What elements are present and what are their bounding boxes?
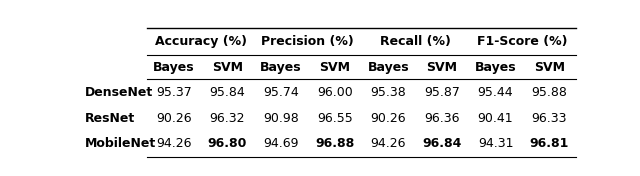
Text: 96.33: 96.33 [531, 112, 567, 124]
Text: Bayes: Bayes [153, 61, 195, 74]
Text: 90.41: 90.41 [477, 112, 513, 124]
Text: 90.98: 90.98 [263, 112, 299, 124]
Text: 94.69: 94.69 [263, 137, 299, 150]
Text: 96.36: 96.36 [424, 112, 460, 124]
Text: 95.84: 95.84 [209, 86, 245, 99]
Text: 94.26: 94.26 [371, 137, 406, 150]
Text: SVM: SVM [426, 61, 458, 74]
Text: 95.37: 95.37 [156, 86, 191, 99]
Text: 95.44: 95.44 [477, 86, 513, 99]
Text: Bayes: Bayes [260, 61, 302, 74]
Text: DenseNet: DenseNet [85, 86, 153, 99]
Text: 94.31: 94.31 [478, 137, 513, 150]
Text: 96.81: 96.81 [529, 137, 569, 150]
Text: 96.80: 96.80 [208, 137, 247, 150]
Text: 95.88: 95.88 [531, 86, 567, 99]
Text: 96.84: 96.84 [422, 137, 461, 150]
Text: 95.38: 95.38 [371, 86, 406, 99]
Text: SVM: SVM [534, 61, 564, 74]
Text: 95.87: 95.87 [424, 86, 460, 99]
Text: 90.26: 90.26 [371, 112, 406, 124]
Text: SVM: SVM [212, 61, 243, 74]
Text: ResNet: ResNet [85, 112, 135, 124]
Text: Precision (%): Precision (%) [262, 35, 354, 48]
Text: 96.00: 96.00 [317, 86, 353, 99]
Text: Accuracy (%): Accuracy (%) [155, 35, 246, 48]
Text: 94.26: 94.26 [156, 137, 191, 150]
Text: 96.88: 96.88 [315, 137, 355, 150]
Text: MobileNet: MobileNet [85, 137, 156, 150]
Text: Recall (%): Recall (%) [380, 35, 451, 48]
Text: Bayes: Bayes [367, 61, 409, 74]
Text: SVM: SVM [319, 61, 350, 74]
Text: 96.32: 96.32 [210, 112, 245, 124]
Text: 90.26: 90.26 [156, 112, 191, 124]
Text: F1-Score (%): F1-Score (%) [477, 35, 568, 48]
Text: 95.74: 95.74 [263, 86, 299, 99]
Text: Bayes: Bayes [475, 61, 516, 74]
Text: 96.55: 96.55 [317, 112, 353, 124]
